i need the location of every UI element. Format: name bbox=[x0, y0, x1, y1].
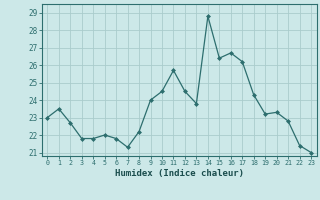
X-axis label: Humidex (Indice chaleur): Humidex (Indice chaleur) bbox=[115, 169, 244, 178]
